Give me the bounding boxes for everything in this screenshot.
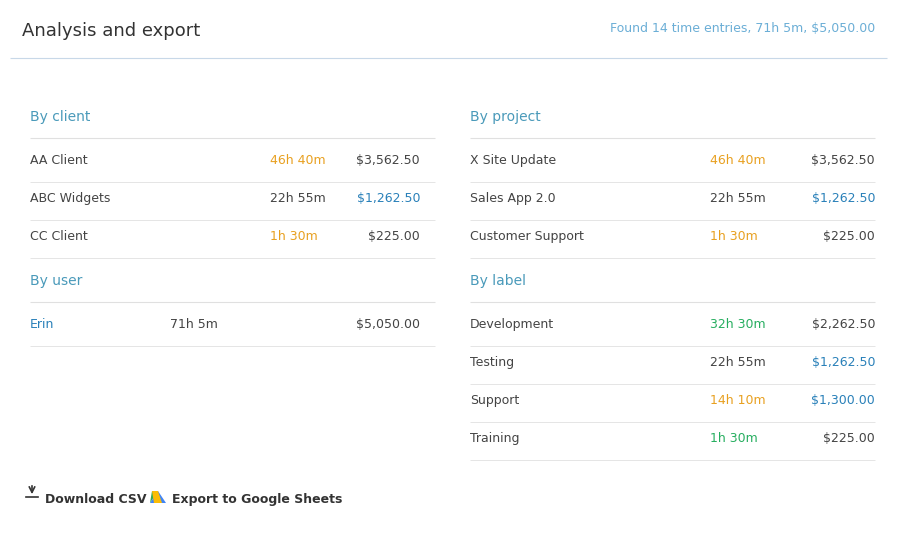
Text: Support: Support — [470, 394, 519, 407]
Polygon shape — [150, 491, 158, 503]
Text: ABC Widgets: ABC Widgets — [30, 192, 110, 205]
Text: 46h 40m: 46h 40m — [270, 154, 326, 167]
Text: $5,050.00: $5,050.00 — [356, 318, 420, 331]
Text: $1,262.50: $1,262.50 — [356, 192, 420, 205]
Text: 71h 5m: 71h 5m — [170, 318, 218, 331]
Text: Download CSV: Download CSV — [45, 493, 146, 506]
Text: $1,300.00: $1,300.00 — [811, 394, 875, 407]
Text: 1h 30m: 1h 30m — [710, 432, 758, 445]
Text: 32h 30m: 32h 30m — [710, 318, 766, 331]
Text: $225.00: $225.00 — [823, 230, 875, 243]
Text: 46h 40m: 46h 40m — [710, 154, 766, 167]
Text: X Site Update: X Site Update — [470, 154, 556, 167]
Text: By user: By user — [30, 274, 83, 288]
Text: Export to Google Sheets: Export to Google Sheets — [172, 493, 343, 506]
Text: Testing: Testing — [470, 356, 514, 369]
Text: 1h 30m: 1h 30m — [270, 230, 318, 243]
Text: $2,262.50: $2,262.50 — [812, 318, 875, 331]
Text: $225.00: $225.00 — [823, 432, 875, 445]
Text: $225.00: $225.00 — [369, 230, 420, 243]
Text: 22h 55m: 22h 55m — [270, 192, 326, 205]
Text: Customer Support: Customer Support — [470, 230, 584, 243]
Text: Found 14 time entries, 71h 5m, $5,050.00: Found 14 time entries, 71h 5m, $5,050.00 — [610, 22, 875, 35]
Text: 14h 10m: 14h 10m — [710, 394, 766, 407]
Text: Erin: Erin — [30, 318, 55, 331]
Text: By label: By label — [470, 274, 526, 288]
Text: Sales App 2.0: Sales App 2.0 — [470, 192, 555, 205]
Text: By client: By client — [30, 110, 91, 124]
Text: $1,262.50: $1,262.50 — [812, 192, 875, 205]
Text: $3,562.50: $3,562.50 — [356, 154, 420, 167]
Text: CC Client: CC Client — [30, 230, 88, 243]
Polygon shape — [152, 491, 162, 503]
Text: Development: Development — [470, 318, 554, 331]
Polygon shape — [150, 491, 166, 503]
Text: 22h 55m: 22h 55m — [710, 356, 766, 369]
Text: By project: By project — [470, 110, 541, 124]
Text: Training: Training — [470, 432, 519, 445]
Text: AA Client: AA Client — [30, 154, 88, 167]
Text: 22h 55m: 22h 55m — [710, 192, 766, 205]
Text: $3,562.50: $3,562.50 — [812, 154, 875, 167]
Text: 1h 30m: 1h 30m — [710, 230, 758, 243]
Text: $1,262.50: $1,262.50 — [812, 356, 875, 369]
Text: Analysis and export: Analysis and export — [22, 22, 200, 40]
